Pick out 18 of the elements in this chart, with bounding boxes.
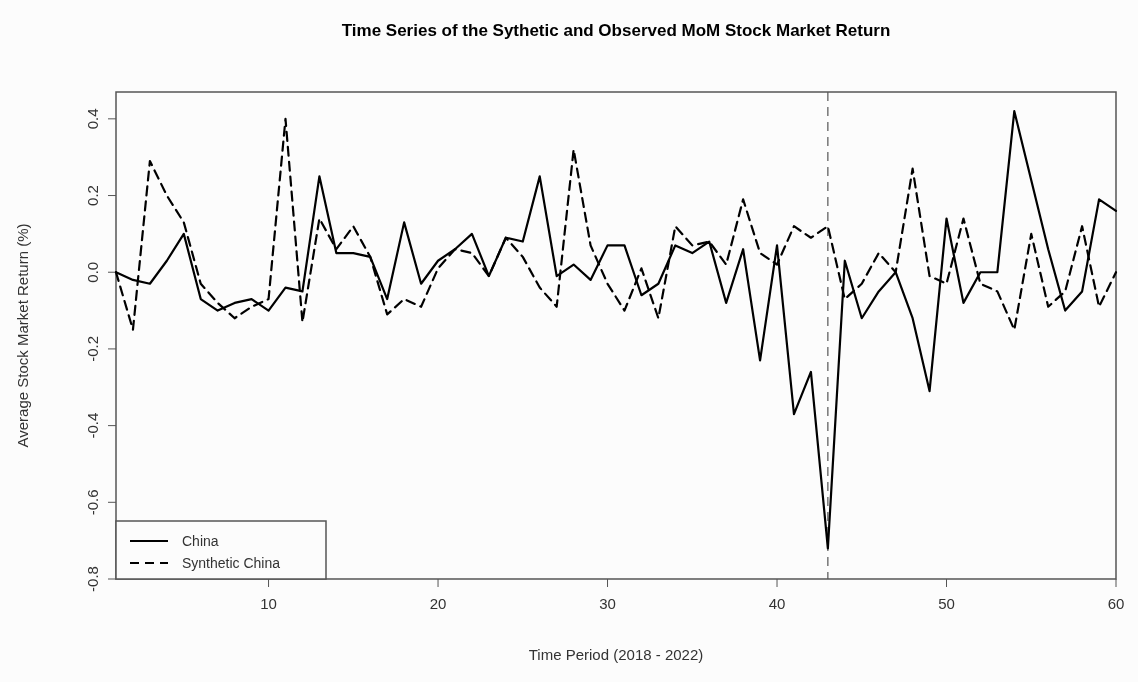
legend-label: Synthetic China [182,555,281,571]
chart-title: Time Series of the Sythetic and Observed MoM Stock Market Return [341,21,891,40]
y-tick-label: -0.6 [84,489,101,516]
x-tick-label: 40 [768,595,786,612]
y-tick-label: 0.2 [84,185,101,206]
x-tick-label: 30 [599,595,616,612]
legend-label: China [182,533,219,549]
x-tick-label: 20 [429,595,447,612]
x-tick-label: 10 [260,595,277,612]
y-tick-label: -0.2 [84,335,101,362]
y-tick-label: -0.8 [84,566,101,592]
x-axis-title: Time Period (2018 - 2022) [528,646,704,663]
y-tick-label: -0.4 [84,412,101,439]
y-tick-label: 0.4 [84,108,101,130]
x-tick-label: 50 [938,595,955,612]
y-tick-label: 0.0 [84,261,101,283]
x-tick-label: 60 [1107,595,1125,612]
y-axis-title: Average Stock Market Return (%) [14,223,31,448]
